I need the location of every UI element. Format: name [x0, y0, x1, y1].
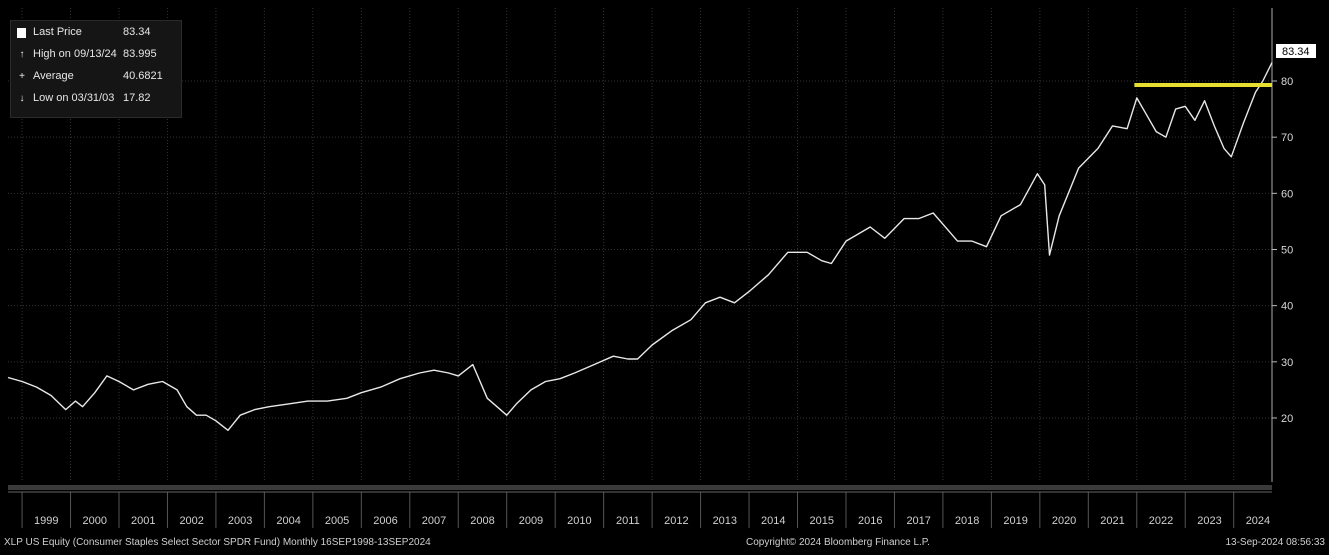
x-tick-label: 1999 [34, 515, 58, 527]
legend-value: 40.6821 [123, 70, 163, 82]
x-tick-label: 2006 [373, 515, 397, 527]
footer-ticker-description: XLP US Equity (Consumer Staples Select S… [4, 537, 431, 548]
last-price-tag: 83.34 [1282, 46, 1310, 58]
x-tick-label: 2003 [228, 515, 252, 527]
y-tick-label: 30 [1281, 357, 1293, 369]
x-tick-label: 2011 [616, 515, 640, 527]
legend: Last Price 83.34 ↑ High on 09/13/24 83.9… [10, 20, 182, 118]
x-axis: 1999 2000 2001 2002 2003 2004 2005 2006 2007 2008… [8, 485, 1272, 528]
legend-item-average: + Average 40.6821 [11, 69, 181, 87]
x-tick-label: 2022 [1149, 515, 1173, 527]
x-tick-label: 2014 [761, 515, 785, 527]
y-tick-label: 20 [1281, 413, 1293, 425]
square-marker-icon [17, 28, 26, 38]
legend-label: Low on 03/31/03 [33, 92, 115, 104]
legend-value: 83.995 [123, 48, 157, 60]
y-tick-label: 80 [1281, 76, 1293, 88]
x-tick-label: 2007 [422, 515, 446, 527]
x-tick-label: 2018 [955, 515, 979, 527]
x-tick-label: 2001 [131, 515, 155, 527]
legend-item-high: ↑ High on 09/13/24 83.995 [11, 47, 181, 65]
x-tick-label: 2010 [567, 515, 591, 527]
last-price-tag-layer: 83.34 [1276, 44, 1316, 58]
legend-item-last-price: Last Price 83.34 [11, 25, 181, 43]
x-tick-label: 2000 [83, 515, 107, 527]
y-axis: 20 30 40 50 60 70 80 [1271, 8, 1293, 482]
low-marker-icon: ↓ [19, 93, 25, 104]
x-tick-label: 2024 [1246, 515, 1270, 527]
y-tick-label: 60 [1281, 188, 1293, 200]
grid-lines [8, 8, 1272, 482]
x-tick-label: 2016 [858, 515, 882, 527]
x-tick-label: 2005 [325, 515, 349, 527]
x-tick-label: 2008 [470, 515, 494, 527]
y-tick-label: 40 [1281, 301, 1293, 313]
legend-label: High on 09/13/24 [33, 48, 117, 60]
price-series-line [7, 62, 1273, 431]
x-tick-label: 2020 [1052, 515, 1076, 527]
footer-timestamp: 13-Sep-2024 08:56:33 [1225, 537, 1325, 548]
average-marker-icon: + [19, 71, 25, 82]
x-tick-label: 2021 [1100, 515, 1124, 527]
legend-label: Average [33, 70, 74, 82]
x-tick-label: 2009 [519, 515, 543, 527]
legend-label: Last Price [33, 26, 82, 38]
legend-value: 83.34 [123, 26, 151, 38]
legend-value: 17.82 [123, 92, 151, 104]
x-tick-label: 2013 [713, 515, 737, 527]
time-band [8, 485, 1272, 490]
x-tick-label: 2004 [276, 515, 300, 527]
last-price-tag-box [1276, 44, 1316, 58]
x-tick-label: 2015 [810, 515, 834, 527]
x-tick-label: 2023 [1197, 515, 1221, 527]
x-tick-label: 2017 [906, 515, 930, 527]
x-tick-label: 2012 [664, 515, 688, 527]
footer-copyright: Copyright© 2024 Bloomberg Finance L.P. [746, 537, 930, 548]
series-layer [7, 62, 1273, 431]
y-tick-label: 50 [1281, 244, 1293, 256]
high-marker-icon: ↑ [19, 49, 25, 60]
x-tick-label: 2002 [179, 515, 203, 527]
legend-item-low: ↓ Low on 03/31/03 17.82 [11, 91, 181, 109]
x-tick-label: 2019 [1003, 515, 1027, 527]
y-tick-label: 70 [1281, 132, 1293, 144]
